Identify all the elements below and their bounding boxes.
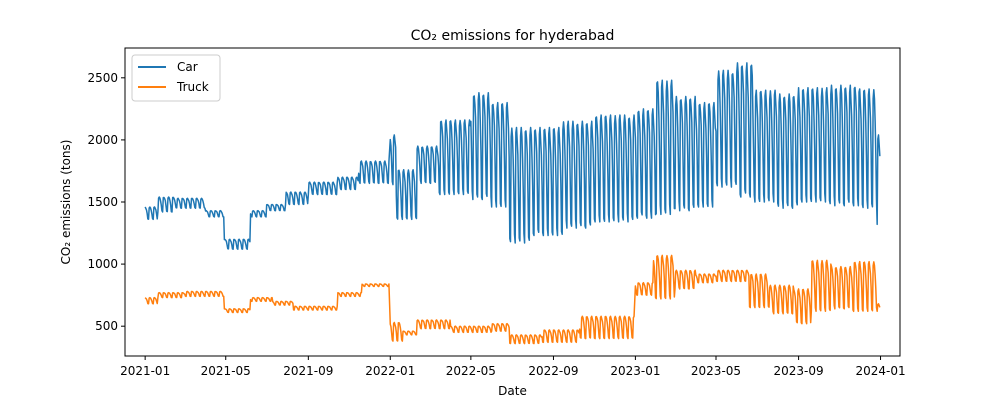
y-tick-label: 500 — [95, 319, 118, 333]
y-axis-label: CO₂ emissions (tons) — [59, 140, 73, 265]
x-tick-label: 2023-05 — [691, 364, 741, 378]
series-line-truck — [144, 254, 881, 345]
x-tick-label: 2021-09 — [283, 364, 333, 378]
legend-label-truck: Truck — [176, 80, 209, 94]
y-tick-label: 2500 — [87, 71, 118, 85]
y-tick-label: 1500 — [87, 195, 118, 209]
y-tick-label: 2000 — [87, 133, 118, 147]
legend-box — [131, 54, 221, 102]
x-tick-label: 2022-09 — [528, 364, 578, 378]
x-axis: 2021-01 2021-05 2021-09 2022-01 2022-05 2022-… — [120, 356, 906, 378]
x-tick-label: 2024-01 — [855, 364, 905, 378]
x-tick-label: 2022-01 — [365, 364, 415, 378]
chart-title: CO₂ emissions for hyderabad — [411, 28, 615, 44]
x-tick-label: 2023-01 — [610, 364, 660, 378]
series-line-car — [144, 62, 881, 250]
x-tick-label: 2021-05 — [201, 364, 251, 378]
y-tick-label: 1000 — [87, 257, 118, 271]
y-axis: 500 1000 1500 2000 2500 — [87, 71, 125, 333]
legend: Car Truck — [131, 54, 221, 102]
x-axis-label: Date — [498, 384, 527, 398]
series-layer — [144, 62, 881, 345]
x-tick-label: 2021-01 — [120, 364, 170, 378]
x-tick-label: 2023-09 — [774, 364, 824, 378]
legend-label-car: Car — [177, 60, 198, 74]
x-tick-label: 2022-05 — [446, 364, 496, 378]
